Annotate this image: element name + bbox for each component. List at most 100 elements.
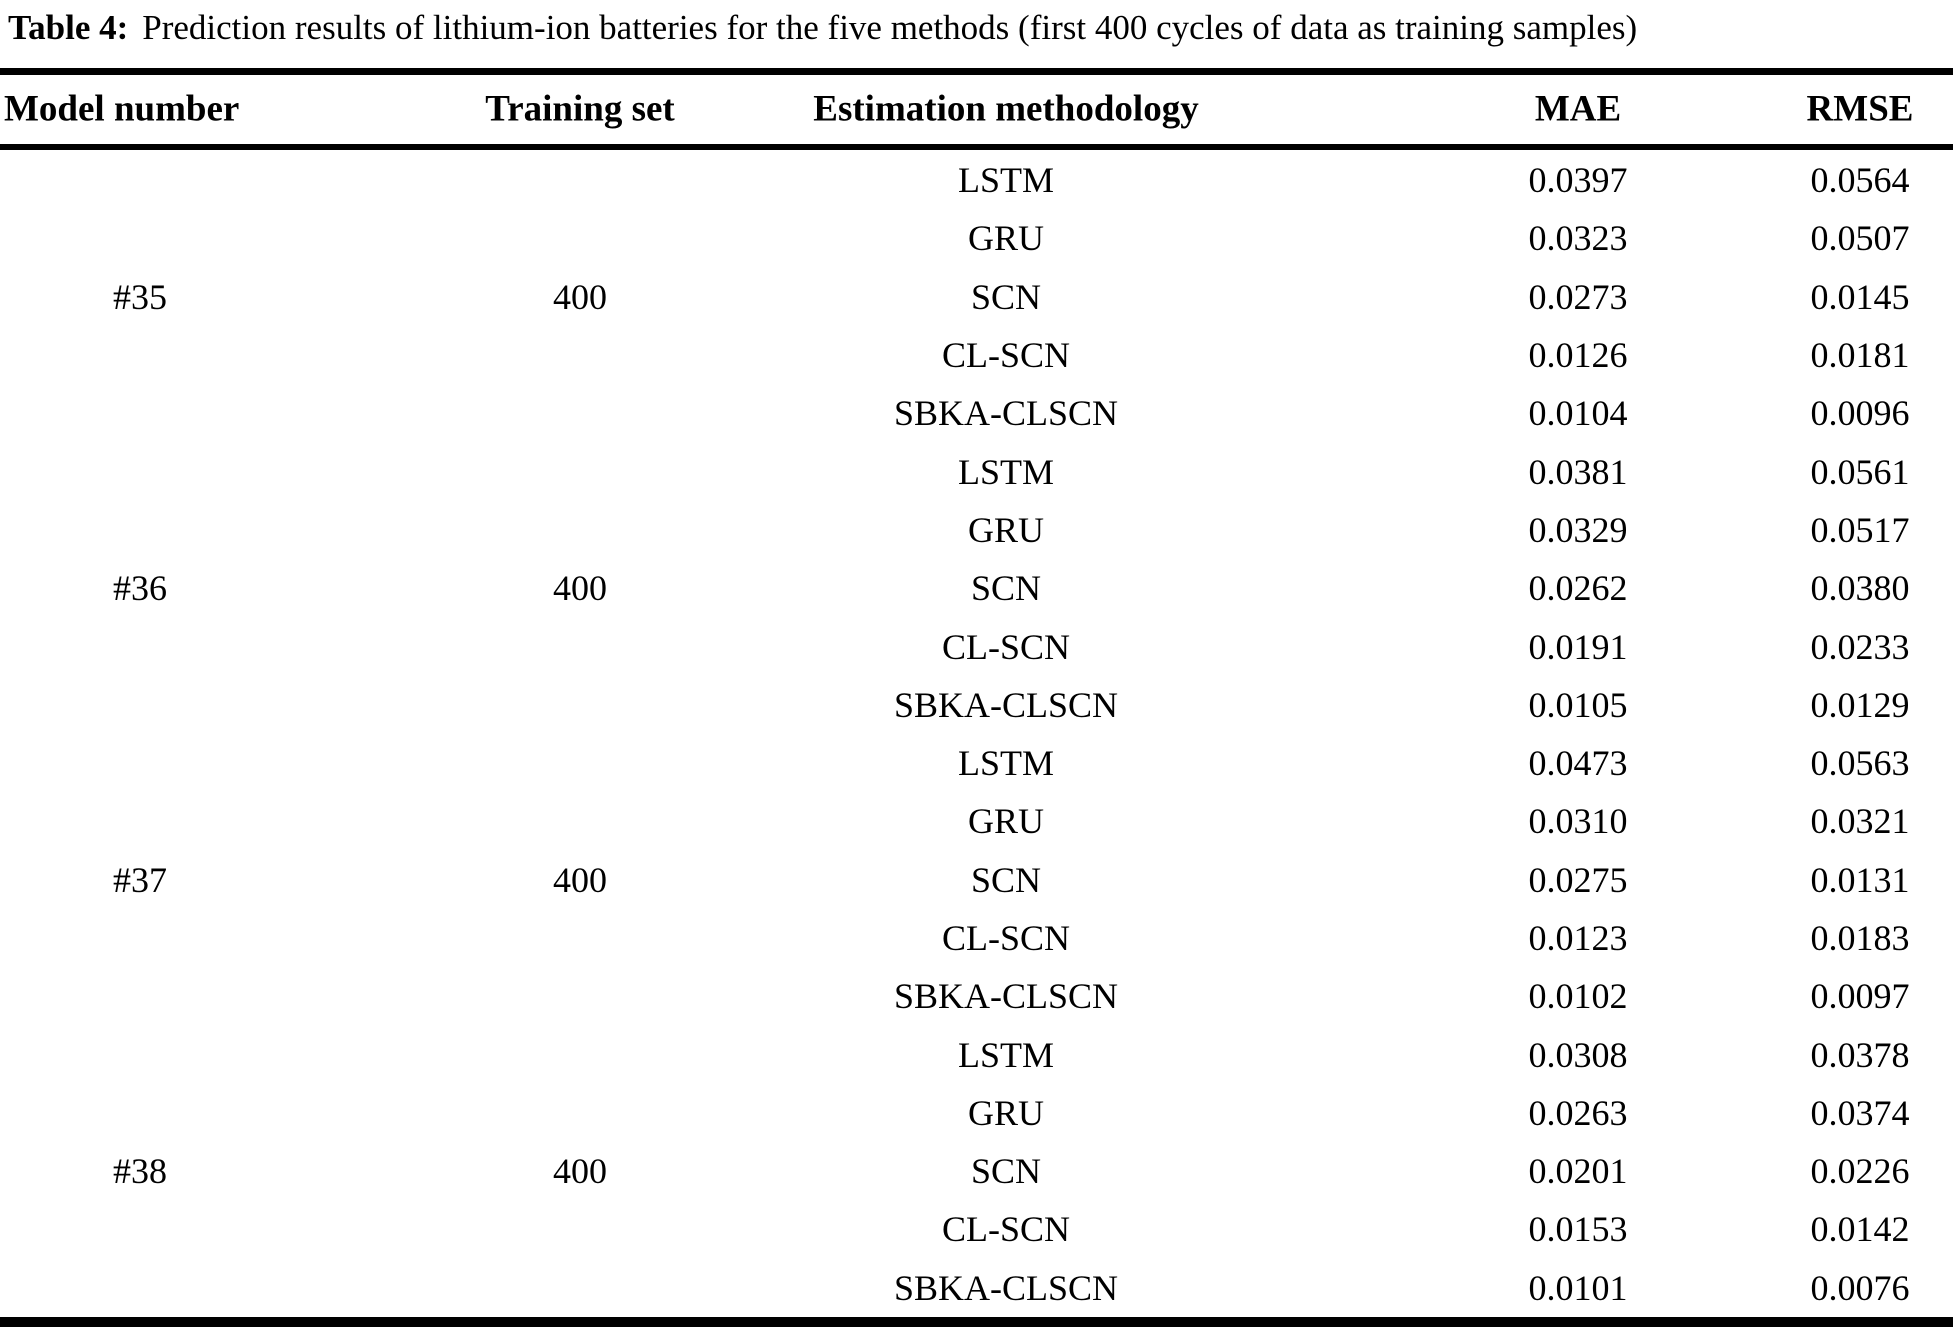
cell-train bbox=[430, 1259, 730, 1317]
cell-train bbox=[430, 1084, 730, 1142]
column-mae: 0.0397 0.0323 0.0273 0.0126 0.0104 0.0381 0.03… bbox=[1458, 151, 1698, 1317]
cell-train bbox=[430, 1025, 730, 1083]
cell-method: CL-SCN bbox=[941, 335, 1071, 376]
cell-method: LSTM bbox=[957, 451, 1054, 492]
cell-model bbox=[0, 384, 280, 442]
cell-model: #36 bbox=[113, 568, 167, 609]
cell-method: SCN bbox=[970, 859, 1042, 900]
cell-model bbox=[0, 676, 280, 734]
bottom-rule bbox=[0, 1317, 1953, 1327]
cell-model bbox=[0, 1025, 280, 1083]
cell-train bbox=[430, 967, 730, 1025]
cell-model bbox=[0, 1200, 280, 1258]
cell-method: LSTM bbox=[957, 743, 1054, 784]
cell-model bbox=[0, 151, 280, 209]
cell-rmse: 0.0321 bbox=[1810, 801, 1910, 842]
cell-mae: 0.0310 bbox=[1528, 801, 1628, 842]
cell-rmse: 0.0507 bbox=[1810, 218, 1910, 259]
cell-model bbox=[0, 209, 280, 267]
cell-rmse: 0.0097 bbox=[1810, 976, 1910, 1017]
cell-method: SCN bbox=[970, 276, 1042, 317]
cell-method: SCN bbox=[970, 1151, 1042, 1192]
cell-train: 400 bbox=[553, 1151, 607, 1192]
cell-mae: 0.0329 bbox=[1528, 509, 1628, 550]
cell-train bbox=[430, 384, 730, 442]
cell-train: 400 bbox=[553, 568, 607, 609]
cell-model: #35 bbox=[113, 276, 167, 317]
column-method: LSTM GRU SCN CL-SCN SBKA-CLSCN LSTM GRU SCN CL-S… bbox=[826, 151, 1186, 1317]
cell-method: GRU bbox=[967, 801, 1044, 842]
cell-model bbox=[0, 326, 280, 384]
cell-train bbox=[430, 676, 730, 734]
cell-mae: 0.0275 bbox=[1528, 859, 1628, 900]
cell-mae: 0.0273 bbox=[1528, 276, 1628, 317]
cell-train bbox=[430, 909, 730, 967]
cell-rmse: 0.0129 bbox=[1810, 684, 1910, 725]
cell-rmse: 0.0233 bbox=[1810, 626, 1910, 667]
cell-model bbox=[0, 1084, 280, 1142]
cell-rmse: 0.0076 bbox=[1810, 1267, 1910, 1308]
column-training: 400 400 400 400 bbox=[430, 151, 730, 1317]
header-estimation-methodology: Estimation methodology bbox=[813, 88, 1199, 130]
cell-train bbox=[430, 326, 730, 384]
header-rmse: RMSE bbox=[1806, 88, 1914, 130]
cell-mae: 0.0381 bbox=[1528, 451, 1628, 492]
cell-train bbox=[430, 501, 730, 559]
column-model: #35 #36 #37 #38 bbox=[0, 151, 280, 1317]
cell-rmse: 0.0517 bbox=[1810, 509, 1910, 550]
cell-mae: 0.0104 bbox=[1528, 393, 1628, 434]
cell-model bbox=[0, 909, 280, 967]
cell-train bbox=[430, 1200, 730, 1258]
cell-rmse: 0.0563 bbox=[1810, 743, 1910, 784]
cell-rmse: 0.0380 bbox=[1810, 568, 1910, 609]
cell-method: SBKA-CLSCN bbox=[893, 393, 1119, 434]
cell-mae: 0.0123 bbox=[1528, 918, 1628, 958]
cell-train bbox=[430, 442, 730, 500]
cell-train bbox=[430, 792, 730, 850]
cell-rmse: 0.0378 bbox=[1810, 1034, 1910, 1075]
cell-method: GRU bbox=[967, 509, 1044, 550]
cell-model bbox=[0, 501, 280, 559]
cell-train: 400 bbox=[553, 276, 607, 317]
top-rule bbox=[0, 68, 1953, 75]
cell-mae: 0.0105 bbox=[1528, 684, 1628, 725]
cell-mae: 0.0397 bbox=[1528, 160, 1628, 201]
cell-method: SBKA-CLSCN bbox=[893, 684, 1119, 725]
cell-model bbox=[0, 967, 280, 1025]
cell-method: SBKA-CLSCN bbox=[893, 1267, 1119, 1308]
cell-model bbox=[0, 442, 280, 500]
cell-rmse: 0.0226 bbox=[1810, 1151, 1910, 1192]
cell-mae: 0.0126 bbox=[1528, 335, 1628, 376]
table-caption: Table 4: Prediction results of lithium-io… bbox=[8, 6, 1637, 50]
cell-rmse: 0.0096 bbox=[1810, 393, 1910, 434]
cell-rmse: 0.0131 bbox=[1810, 859, 1910, 900]
cell-rmse: 0.0181 bbox=[1810, 335, 1910, 376]
table-header-row: Model number Training set Estimation met… bbox=[0, 74, 1953, 144]
cell-rmse: 0.0183 bbox=[1810, 918, 1910, 958]
cell-method: GRU bbox=[967, 1092, 1044, 1133]
cell-mae: 0.0191 bbox=[1528, 626, 1628, 667]
cell-model: #37 bbox=[113, 859, 167, 900]
cell-rmse: 0.0374 bbox=[1810, 1092, 1910, 1133]
table-caption-label: Table 4: bbox=[8, 8, 129, 47]
header-model-number: Model number bbox=[4, 88, 240, 130]
column-rmse: 0.0564 0.0507 0.0145 0.0181 0.0096 0.0561 0.05… bbox=[1740, 151, 1953, 1317]
cell-method: CL-SCN bbox=[941, 626, 1071, 667]
cell-mae: 0.0102 bbox=[1528, 976, 1628, 1017]
cell-rmse: 0.0142 bbox=[1810, 1209, 1910, 1250]
cell-mae: 0.0473 bbox=[1528, 743, 1628, 784]
cell-rmse: 0.0561 bbox=[1810, 451, 1910, 492]
cell-method: CL-SCN bbox=[941, 1209, 1071, 1250]
header-divider-rule bbox=[0, 144, 1953, 150]
cell-mae: 0.0101 bbox=[1528, 1267, 1628, 1308]
cell-mae: 0.0263 bbox=[1528, 1092, 1628, 1133]
cell-model bbox=[0, 734, 280, 792]
cell-train: 400 bbox=[553, 859, 607, 900]
cell-mae: 0.0262 bbox=[1528, 568, 1628, 609]
cell-rmse: 0.0564 bbox=[1810, 160, 1910, 201]
cell-mae: 0.0308 bbox=[1528, 1034, 1628, 1075]
cell-mae: 0.0201 bbox=[1528, 1151, 1628, 1192]
cell-model bbox=[0, 792, 280, 850]
cell-method: LSTM bbox=[957, 1034, 1054, 1075]
